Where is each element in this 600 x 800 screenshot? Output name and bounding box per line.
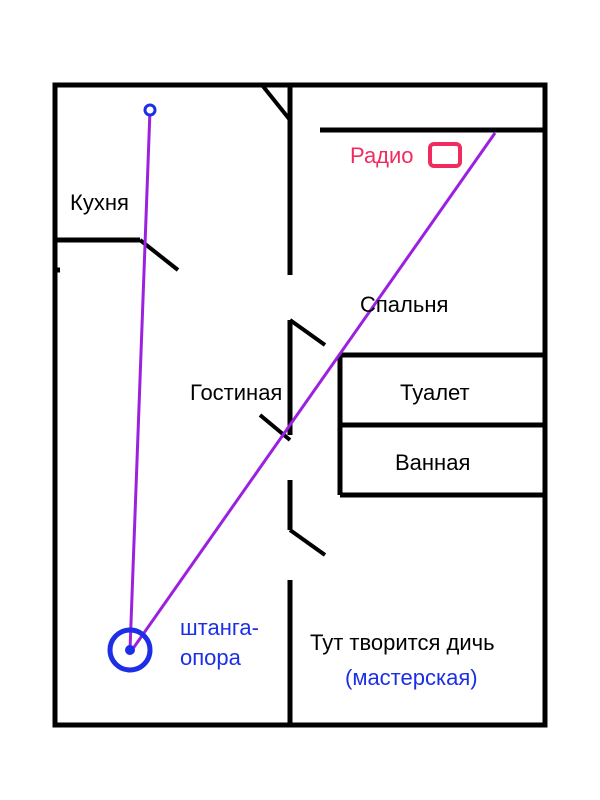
label-radio: Радио [350, 143, 414, 168]
label-bathroom: Ванная [395, 450, 470, 475]
door-swing [290, 530, 325, 555]
antenna-top-dot [145, 105, 155, 115]
radio-icon [430, 144, 460, 166]
label-living-room: Гостиная [190, 380, 282, 405]
door-swing [262, 85, 290, 120]
antenna-base-dot [125, 645, 135, 655]
doors [140, 85, 325, 555]
label-kitchen: Кухня [70, 190, 129, 215]
label-toilet: Туалет [400, 380, 470, 405]
floor-plan-diagram: Кухня Гостиная Спальня Туалет Ванная Тут… [0, 0, 600, 800]
label-support-line1: штанга- [180, 615, 259, 640]
label-bedroom: Спальня [360, 292, 448, 317]
label-workshop-line1: Тут творится дичь [310, 630, 495, 655]
label-workshop-line2: (мастерская) [345, 665, 478, 690]
door-swing [290, 320, 325, 345]
label-support-line2: опора [180, 645, 242, 670]
door-swing [260, 415, 290, 440]
antenna-line-1 [130, 110, 150, 650]
